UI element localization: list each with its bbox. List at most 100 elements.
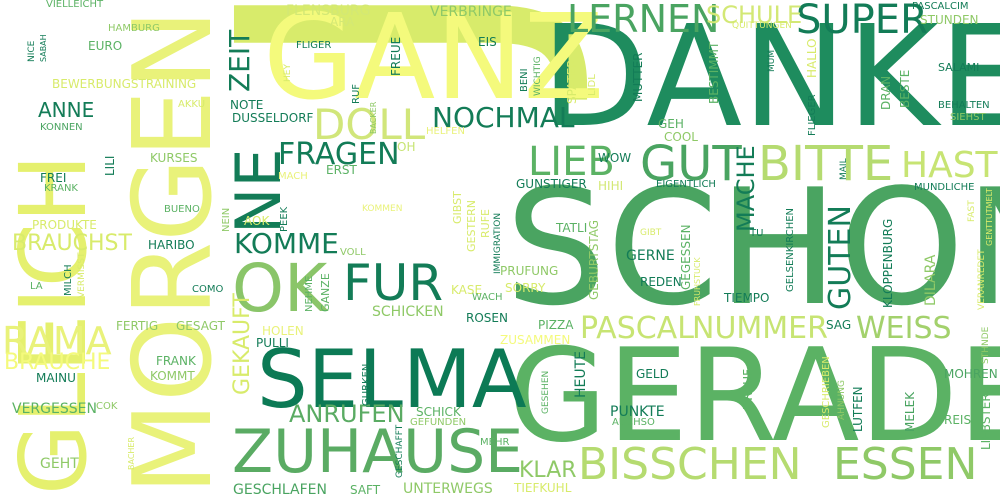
word-zeit: ZEIT: [223, 29, 256, 92]
word-lernen: LERNEN: [567, 0, 720, 41]
word-ruf: RUF: [351, 83, 362, 104]
word-nice: NICE: [27, 40, 37, 62]
word-essen: ESSEN: [833, 439, 978, 490]
word-tu: TU: [750, 228, 764, 239]
word-ara: ARA: [330, 15, 355, 29]
word-mohren: MOHREN: [944, 367, 998, 381]
word-wichtig: WICHTIG: [533, 56, 543, 96]
word-beste: BESTE: [898, 69, 912, 108]
word-ahnung: AHNUNG: [837, 380, 847, 420]
word-guten: GUTEN: [823, 205, 858, 310]
word-geh: GEH: [658, 117, 684, 131]
word-pascal: PASCAL: [580, 311, 694, 346]
word-beni: BENI: [519, 68, 530, 92]
word-vergessen: VERGESSEN: [12, 401, 97, 417]
word-fruhstuck: FRUHSTUCK: [693, 257, 702, 306]
word-brauchst: BRAUCHST: [12, 231, 132, 256]
word-como: COMO: [192, 284, 224, 295]
word-vermisst: VERMISST: [77, 252, 87, 298]
word-sabah: SABAH: [39, 34, 48, 62]
word-sthnde: STHNDE: [981, 326, 991, 364]
word-siehst: SIEHST: [950, 112, 986, 123]
word-hamburg: HAMBURG: [108, 23, 160, 34]
word-lutfen: LUTFEN: [851, 386, 865, 432]
word-gurken: GURKEN: [361, 363, 372, 406]
word-tatli: TATLI: [556, 221, 588, 235]
word-helfen: HELFEN: [426, 126, 465, 137]
word-hast: HAST: [901, 145, 998, 186]
word-vielleicht: VIELLEICHT: [46, 0, 104, 10]
word-gelsenkirchen: GELSENKIRCHEN: [785, 207, 796, 292]
word-kurses: KURSES: [150, 151, 198, 165]
word-oh: OH: [397, 140, 416, 154]
word-anne: ANNE: [38, 98, 95, 122]
word-punkte: PUNKTE: [610, 404, 665, 420]
word-klar: KLAR: [519, 458, 577, 483]
word-genttutmelt: GENTTUTMELT: [985, 188, 994, 246]
word-produkte: PRODUKTE: [32, 218, 97, 232]
word-milch: MILCH: [63, 264, 74, 296]
word-eis: EIS: [478, 35, 497, 49]
word-super: SUPER: [796, 0, 928, 43]
word-tiempo: TIEMPO: [724, 291, 770, 305]
word-geschafft: GESCHAFFT: [395, 424, 405, 478]
word-danke: DANKE: [541, 0, 1000, 159]
word-komme: KOMME: [234, 227, 339, 260]
word-hallo: HALLO: [805, 38, 819, 78]
word-geschrieben: GESCHRIEBEN: [821, 356, 832, 428]
word-gibt: GIBT: [640, 228, 662, 238]
word-nummer: NUMMER: [692, 311, 828, 346]
word-behalten: BEHALTEN: [938, 100, 990, 111]
word-cok: COK: [96, 401, 118, 412]
word-rama: RAMA: [2, 319, 112, 363]
word-spater: SPATER: [565, 59, 579, 104]
word-auchso: AUCHSO: [612, 417, 655, 428]
word-salami: SALAMI: [938, 61, 980, 74]
word-lidl: LIDL: [587, 74, 598, 96]
word-bewerbungstraining: BEWERBUNGSTRAINING: [52, 77, 197, 91]
word-dilara: DILARA: [923, 254, 939, 306]
word-heute: HEUTE: [573, 350, 589, 398]
word-gerade: GERADE: [508, 322, 1000, 471]
word-pascalcim: PASCALCIM: [912, 1, 969, 12]
word-mail: MAIL: [839, 158, 849, 180]
word-hey: HEY: [283, 64, 293, 82]
word-nehme: NEHME: [304, 275, 315, 312]
word-gunstiger: GUNSTIGER: [516, 177, 587, 191]
word-liebster: LIEBSTER: [979, 393, 993, 450]
word-drauf: DRAUF: [741, 369, 755, 410]
word-prufung: PRUFUNG: [500, 264, 559, 278]
word-konnen: KONNEN: [40, 122, 83, 133]
word-sag: SAG: [826, 318, 852, 332]
word-zusammen: ZUSAMMEN: [500, 333, 571, 347]
word-dran: DRAN: [879, 75, 893, 110]
word-sorry: SORRY: [505, 281, 546, 295]
word-peek: PEEK: [279, 206, 290, 232]
word-dusseldorf: DUSSELDORF: [232, 111, 314, 125]
word-fragen: FRAGEN: [278, 137, 400, 172]
word-schule: SCHULE: [706, 1, 803, 29]
word-tiefkuhl: TIEFKUHL: [514, 481, 572, 495]
word-unterwegs: UNTERWEGS: [403, 481, 493, 497]
word-pizza: PIZZA: [538, 318, 574, 332]
word-wow: WOW: [598, 151, 632, 165]
word-cool: COOL: [664, 130, 698, 144]
word-fur: FUR: [343, 254, 444, 312]
word-schicken: SCHICKEN: [372, 304, 444, 320]
word-anrufen: ANRUFEN: [289, 400, 405, 428]
word-euro: EURO: [88, 39, 123, 53]
word-rufe: RUFE: [479, 209, 492, 238]
word-ganz: GANZ: [263, 0, 605, 126]
word-kommen: KOMMEN: [362, 204, 403, 214]
word-schick: SCHICK: [416, 405, 461, 419]
word-mach: MACH: [278, 171, 308, 182]
word-zuhause: ZUHAUSE: [232, 417, 524, 487]
word-gerne: GERNE: [626, 248, 675, 264]
word-gesehen: GESEHEN: [541, 370, 551, 414]
word-gekauft: GEKAUFT: [230, 293, 255, 395]
word-flensburg: FLENSBURG: [286, 3, 371, 19]
word-pulli: PULLI: [256, 336, 289, 350]
word-reden: REDEN: [640, 275, 682, 289]
word-mutter: MUTTER: [631, 52, 645, 102]
